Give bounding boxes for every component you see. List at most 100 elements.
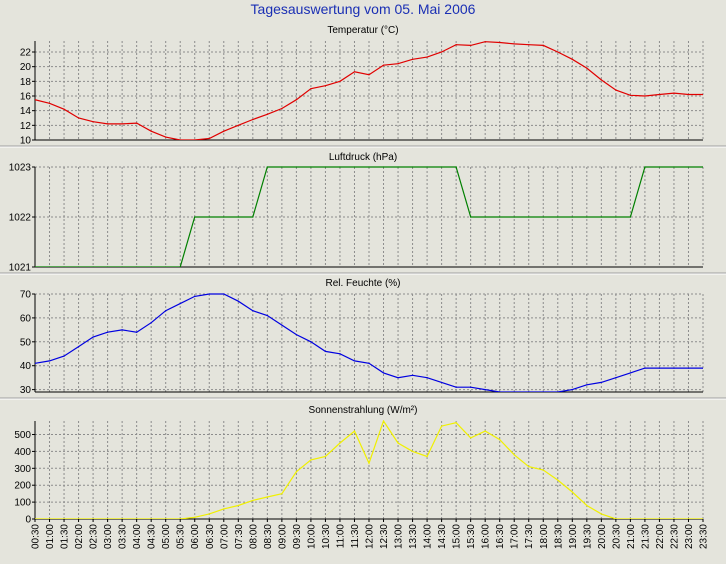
radiation-point [237,504,239,507]
radiation-point [208,513,210,515]
temperature-point [223,130,225,132]
humidity-y-tick-label: 60 [20,313,32,324]
pressure-point [237,216,239,218]
temperature-point [237,124,239,126]
x-tick-label: 02:30 [89,524,100,549]
radiation-point [557,479,559,481]
temperature-point [455,44,457,46]
temperature-point [281,107,283,110]
radiation-point [470,437,472,439]
temperature-point [397,63,399,65]
temperature-point [702,93,703,96]
x-tick-label: 13:00 [394,524,405,549]
x-tick-label: 19:00 [568,524,579,549]
x-tick-label: 19:30 [582,524,593,549]
pressure-point [281,166,283,168]
pressure-point [92,266,94,267]
humidity-point [281,324,283,326]
pressure-point [295,166,297,168]
pressure-point [368,166,370,168]
pressure-point [150,266,152,267]
pressure-point [136,266,138,267]
temperature-point [673,92,675,94]
humidity-point [571,389,573,391]
pressure-point [208,216,210,218]
radiation-point [165,518,167,519]
page-title: Tagesauswertung vom 05. Mai 2006 [250,1,476,17]
humidity-point [499,391,501,392]
humidity-point [615,377,617,379]
radiation-point [600,513,602,515]
radiation-point [484,430,486,432]
temperature-series-group [35,41,703,140]
pressure-point [484,216,486,218]
pressure-point [629,216,631,218]
x-tick-label: 00:30 [31,524,42,549]
radiation-point [673,518,675,519]
humidity-series-group [35,293,703,392]
temperature-point [513,43,515,45]
radiation-point [121,518,123,519]
humidity-point [223,293,225,295]
radiation-point [92,518,94,519]
x-tick-label: 18:00 [539,524,550,549]
x-tick-label: 02:00 [74,524,85,549]
temperature-point [150,130,152,132]
humidity-point [208,293,210,295]
pressure-point [48,266,51,267]
temperature-y-tick-label: 12 [20,121,32,132]
x-tick-label: 10:00 [306,524,317,549]
humidity-point [237,300,239,302]
temperature-point [324,85,327,87]
x-tick-label: 03:30 [118,524,129,549]
x-tick-label: 18:30 [553,524,564,549]
temperature-point [426,56,428,58]
radiation-panel: Sonnenstrahlung (W/m²) 0 100 200 300 400 500 [14,405,704,526]
humidity-point [179,302,181,305]
radiation-point [513,454,515,456]
humidity-point [542,391,544,392]
x-tick-label: 20:00 [597,524,608,549]
pressure-point [223,216,225,218]
temperature-point [77,117,80,119]
radiation-point [571,491,573,493]
humidity-point [252,310,254,312]
temperature-title: Temperatur (°C) [327,25,398,36]
humidity-point [557,391,559,392]
radiation-point [382,420,385,422]
humidity-panel: Rel. Feuchte (%) 30 40 50 60 70 [0,278,726,400]
humidity-point [150,322,152,324]
temperature-point [179,139,181,140]
radiation-point [339,442,341,444]
pressure-point [324,166,327,168]
humidity-point [484,389,486,391]
temperature-point [35,99,36,101]
temperature-point [542,44,544,47]
radiation-point [223,508,225,510]
x-tick-label: 01:00 [45,524,56,549]
x-tick-label: 22:00 [655,524,666,549]
x-tick-label: 15:30 [466,524,477,549]
temperature-panel: Temperatur (°C) 10 12 14 16 18 20 22 [0,25,726,148]
temperature-point [136,122,138,124]
x-tick-label: 09:00 [277,524,288,549]
pressure-point [77,266,80,267]
temperature-y-tick-label: 18 [20,77,32,88]
pressure-point [571,216,573,218]
temperature-point [644,95,646,97]
pressure-point [557,216,559,218]
radiation-point [702,518,703,519]
radiation-point [252,499,254,502]
pressure-point [411,166,414,168]
pressure-point [252,216,254,218]
temperature-point [368,74,370,76]
humidity-point [382,372,385,374]
x-tick-label: 20:30 [611,524,622,549]
x-tick-label: 06:30 [205,524,216,549]
pressure-point [179,266,181,267]
temperature-point [586,67,588,69]
temperature-point [266,113,268,115]
x-tick-label: 12:30 [379,524,390,549]
radiation-point [687,518,690,519]
